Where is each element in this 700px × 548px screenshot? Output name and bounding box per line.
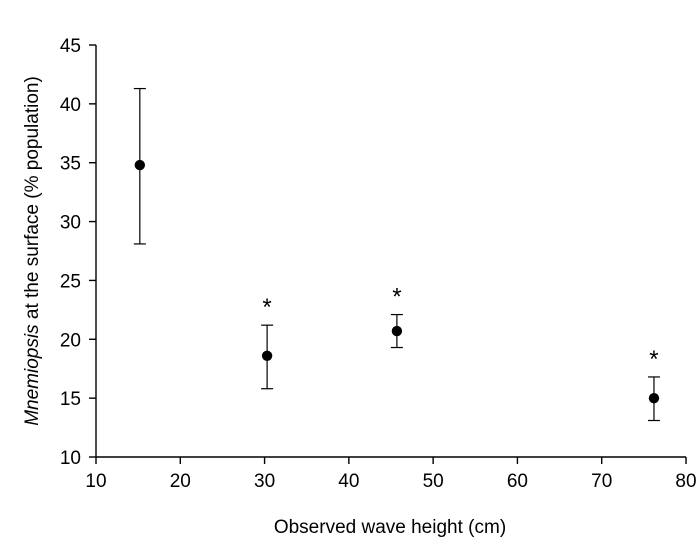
x-axis-title: Observed wave height (cm) [274, 517, 506, 538]
x-tick-label: 80 [675, 471, 696, 492]
x-tick-label: 30 [254, 471, 275, 492]
x-tick-label: 70 [591, 471, 612, 492]
significance-marker: * [262, 294, 271, 321]
y-tick-label: 45 [60, 36, 81, 57]
data-point [261, 350, 273, 361]
data-point [391, 325, 403, 337]
y-tick-label: 35 [60, 154, 81, 175]
data-point [134, 159, 146, 171]
x-tick-label: 20 [170, 471, 191, 492]
y-tick-label: 25 [60, 271, 81, 292]
axes: 10 15 20 25 30 35 40 45 10 20 30 40 50 60 70 80 [60, 36, 697, 492]
x-tick-label: 40 [338, 471, 359, 492]
data-point [648, 392, 660, 404]
data-marks: * * * [133, 87, 660, 422]
y-axis-title: Mnemiopsis at the surface (% population) [22, 76, 43, 426]
x-tick-label: 50 [423, 471, 444, 492]
x-tick-label: 60 [507, 471, 528, 492]
y-tick-label: 15 [60, 389, 81, 410]
y-axis-title-rest: at the surface (% population) [22, 76, 43, 324]
significance-marker: * [649, 346, 658, 373]
y-tick-label: 10 [60, 448, 81, 469]
y-tick-label: 30 [60, 213, 81, 234]
y-tick-label: 20 [60, 330, 81, 351]
x-tick-label: 10 [85, 471, 106, 492]
y-axis-title-species: Mnemiopsis [22, 324, 43, 426]
y-tick-label: 40 [60, 95, 81, 116]
significance-marker: * [392, 284, 401, 311]
